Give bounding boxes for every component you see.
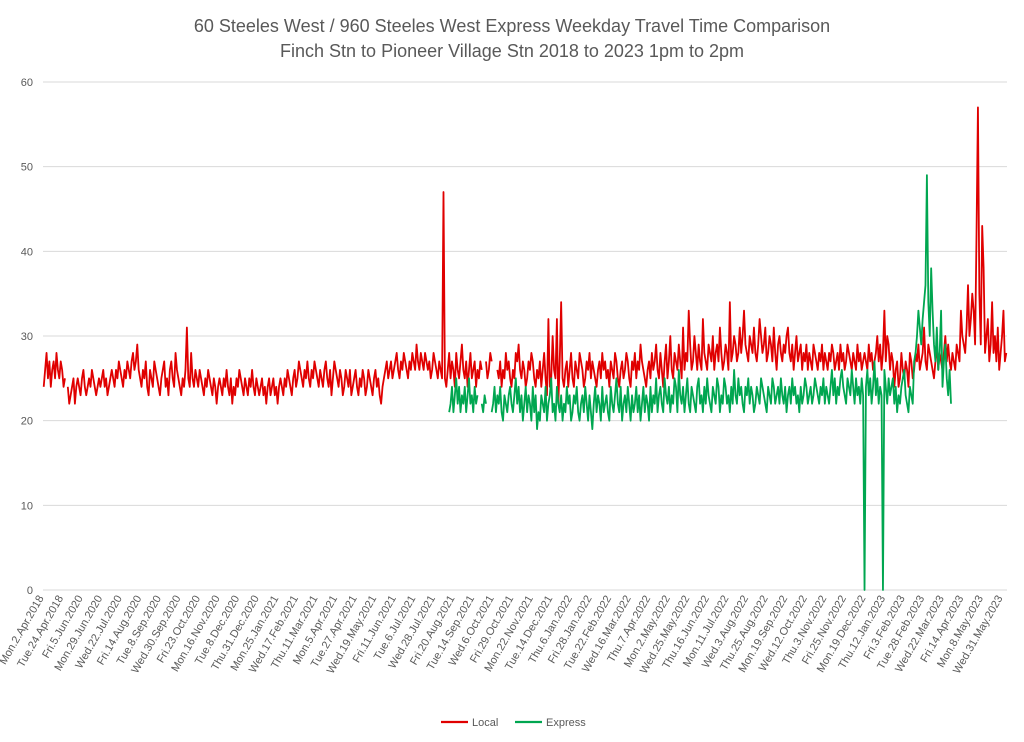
y-tick-label: 60 xyxy=(21,77,33,89)
legend: Local Express xyxy=(441,717,586,729)
gridlines xyxy=(43,81,1007,591)
chart-title: 60 Steeles West / 960 Steeles West Expre… xyxy=(194,16,830,36)
series-lines xyxy=(42,106,1008,591)
x-axis: Mon.2.Apr.2018Tue.24.Apr.2018Fri.5.Jun.2… xyxy=(0,593,1006,675)
legend-label-express: Express xyxy=(546,717,586,729)
series-line-local xyxy=(42,106,1008,405)
y-tick-label: 30 xyxy=(21,331,33,343)
y-tick-label: 40 xyxy=(21,246,33,258)
y-tick-label: 20 xyxy=(21,416,33,428)
y-tick-label: 50 xyxy=(21,162,33,174)
series-line-express xyxy=(448,174,952,591)
y-axis: 0 10 20 30 40 50 60 xyxy=(21,77,33,597)
legend-label-local: Local xyxy=(472,717,498,729)
y-tick-label: 0 xyxy=(27,585,33,597)
y-tick-label: 10 xyxy=(21,500,33,512)
chart-subtitle: Finch Stn to Pioneer Village Stn 2018 to… xyxy=(280,41,744,61)
